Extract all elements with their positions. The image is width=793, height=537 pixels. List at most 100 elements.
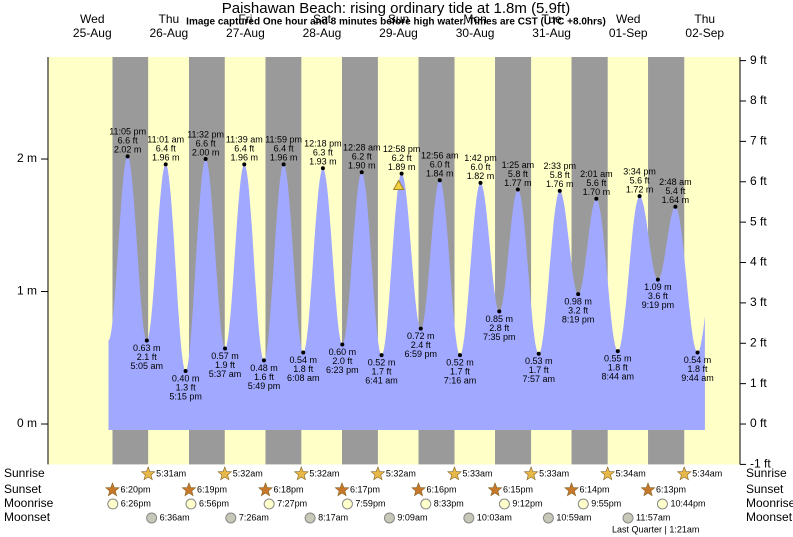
row-time: 7:59pm [355, 498, 385, 508]
tide-label: 12:28 am [343, 143, 381, 153]
tide-point [576, 292, 581, 297]
row-label: Moonset [4, 510, 51, 524]
tide-label: 5:05 am [131, 361, 164, 371]
row-time: 6:17pm [350, 484, 380, 494]
tide-point [399, 171, 404, 176]
tide-area [108, 156, 705, 431]
tide-label: 1.93 m [309, 157, 337, 167]
tide-label: 1.96 m [152, 153, 180, 163]
row-time: 5:34am [616, 468, 646, 478]
tide-label: 9:19 pm [642, 300, 675, 310]
chart-subtitle: Image captured One hour and 8 minutes be… [186, 17, 606, 28]
tide-point [418, 326, 423, 331]
day-date: 25-Aug [73, 26, 112, 40]
y-tick-label: 2 m [17, 151, 37, 165]
row-time: 5:32am [233, 468, 263, 478]
tide-point [695, 350, 700, 355]
sunrise-icon [370, 466, 386, 481]
day-date: 27-Aug [226, 26, 265, 40]
row-time: 6:16pm [427, 484, 457, 494]
tide-label: 0.98 m [564, 297, 592, 307]
tide-point [320, 166, 325, 171]
sunrise-icon [140, 466, 156, 481]
tide-label: 0.60 m [329, 347, 357, 357]
moonrise-icon [420, 498, 432, 510]
y2-tick-label: 3 ft [750, 295, 767, 309]
sunset-icon [104, 482, 120, 497]
day-weekday: Wed [80, 12, 104, 26]
y2-tick-label: 7 ft [750, 134, 767, 148]
y2-tick-label: 8 ft [750, 93, 767, 107]
day-weekday: Thu [158, 12, 179, 26]
day-date: 02-Sep [685, 26, 724, 40]
day-date: 29-Aug [379, 26, 418, 40]
tide-label: 1:42 pm [464, 153, 497, 163]
day-weekday: Mon [463, 12, 486, 26]
tide-point [242, 162, 247, 167]
tide-label: 1.8 ft [608, 363, 629, 373]
tide-label: 2.4 ft [411, 340, 432, 350]
tide-label: 6.3 ft [313, 148, 334, 158]
tide-point [457, 353, 462, 358]
tide-point [301, 350, 306, 355]
day-weekday: Wed [616, 12, 640, 26]
row-time: 6:13pm [656, 484, 686, 494]
tide-label: 0.54 m [684, 355, 712, 365]
tide-label: 5.6 ft [586, 178, 607, 188]
row-time: 7:27pm [277, 498, 307, 508]
tide-label: 7:35 pm [483, 332, 516, 342]
tide-point [673, 204, 678, 209]
day-date: 30-Aug [456, 26, 495, 40]
day-weekday: Sun [388, 12, 409, 26]
y2-tick-label: 5 ft [750, 214, 767, 228]
row-time: 5:32am [386, 468, 416, 478]
tide-label: 6.4 ft [156, 144, 177, 154]
tide-label: 6.2 ft [352, 152, 373, 162]
tide-label: 0.40 m [172, 373, 200, 383]
y-tick-label: 1 m [17, 284, 37, 298]
tide-label: 5:37 am [209, 369, 242, 379]
tide-label: 1.96 m [270, 153, 298, 163]
tide-label: 7:57 am [522, 374, 555, 384]
tide-label: 1.77 m [504, 178, 532, 188]
tide-label: 6.2 ft [392, 153, 413, 163]
tide-label: 11:01 am [147, 135, 184, 145]
tide-label: 1.76 m [546, 179, 574, 189]
row-time: 6:56pm [199, 498, 229, 508]
row-time: 5:33am [463, 468, 493, 478]
moonset-icon [463, 512, 475, 524]
y2-tick-label: -1 ft [750, 457, 771, 471]
tide-label: 6.0 ft [470, 162, 491, 172]
tide-label: 2.8 ft [489, 323, 510, 333]
tide-point [478, 180, 483, 185]
tide-label: 11:32 pm [187, 129, 224, 139]
tide-point [281, 162, 286, 167]
tide-label: 2.0 ft [332, 356, 353, 366]
day-weekday: Fri [238, 12, 252, 26]
tide-label: 9:44 am [681, 373, 714, 383]
tide-point [183, 369, 188, 374]
row-time: 5:32am [309, 468, 339, 478]
tide-point [637, 194, 642, 199]
day-date: 31-Aug [532, 26, 571, 40]
tide-label: 2:33 pm [544, 161, 577, 171]
moonset-icon [622, 512, 634, 524]
row-time: 8:33pm [434, 498, 464, 508]
moonrise-icon [185, 498, 197, 510]
tide-label: 1.72 m [626, 184, 654, 194]
tide-point [655, 277, 660, 282]
row-time: 5:33am [539, 468, 569, 478]
row-label-right: Moonset [746, 510, 793, 524]
sunrise-icon [446, 466, 463, 481]
tide-label: 1.96 m [231, 153, 259, 163]
sunset-icon [487, 482, 503, 497]
tide-point [615, 349, 620, 354]
sunset-icon [334, 482, 350, 497]
day-weekday: Sat [313, 12, 332, 26]
row-time: 6:18pm [273, 484, 303, 494]
tide-label: 5.4 ft [665, 186, 686, 196]
row-time: 6:26pm [121, 498, 151, 508]
tide-label: 6.0 ft [430, 160, 451, 170]
row-time: 10:59am [556, 512, 591, 522]
moonrise-icon [656, 498, 668, 510]
